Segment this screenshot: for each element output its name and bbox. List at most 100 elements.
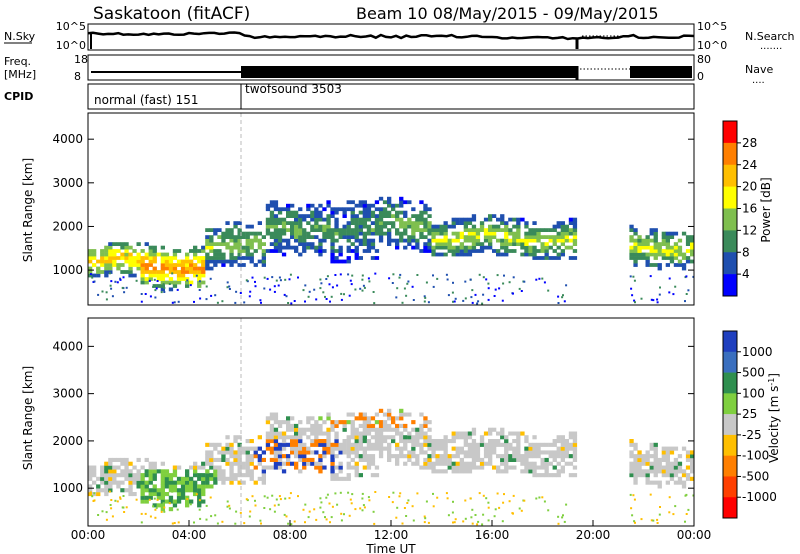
power-cell: [193, 249, 198, 253]
power-cell: [366, 224, 372, 229]
power-cell: [213, 242, 218, 246]
velocity-cell: [427, 439, 432, 444]
power-cell: [144, 242, 149, 246]
velocity-cell: [681, 480, 687, 485]
velocity-cell: [504, 446, 509, 451]
velocity-cell: [366, 431, 372, 436]
power-cell: [362, 217, 367, 222]
power-cell: [477, 300, 480, 303]
velocity-cell: [180, 484, 186, 489]
power-cell: [241, 263, 246, 267]
power-cell: [245, 252, 250, 257]
power-cell: [104, 270, 109, 274]
velocity-cell: [290, 523, 293, 526]
power-cell: [342, 210, 347, 215]
power-cell: [168, 270, 174, 274]
power-cell: [213, 249, 218, 253]
velocity-cell: [637, 473, 642, 478]
power-cell: [557, 295, 560, 298]
power-cell: [171, 301, 174, 304]
velocity-cell: [111, 515, 114, 518]
power-cell: [419, 235, 424, 239]
velocity-cell: [370, 461, 376, 466]
power-cell: [205, 238, 210, 243]
power-cell: [564, 228, 569, 232]
power-cell: [496, 249, 501, 253]
velocity-cell: [257, 446, 262, 451]
power-cell: [326, 231, 331, 236]
power-cell: [104, 256, 109, 260]
power-cell: [378, 217, 384, 222]
power-cell: [641, 256, 646, 260]
velocity-cell: [471, 522, 474, 525]
power-cell: [241, 231, 246, 236]
power-cell: [512, 249, 517, 253]
velocity-cell: [273, 454, 279, 459]
velocity-cell: [302, 461, 307, 466]
power-cell: [140, 256, 145, 260]
power-cell: [347, 273, 350, 276]
velocity-cell: [690, 476, 694, 481]
velocity-cell: [319, 506, 322, 509]
power-cell: [690, 259, 694, 264]
velocity-cell: [483, 442, 489, 447]
velocity-cell: [552, 454, 557, 459]
power-cell: [298, 221, 303, 225]
velocity-cell: [185, 495, 190, 500]
velocity-cell: [294, 446, 299, 451]
power-cell: [645, 242, 650, 246]
velocity-cell: [302, 454, 307, 459]
velocity-cell: [128, 476, 133, 481]
power-cell: [310, 235, 315, 239]
velocity-cell: [277, 465, 283, 470]
velocity-cell: [354, 431, 359, 436]
power-cell: [269, 242, 275, 246]
velocity-cell: [233, 435, 238, 440]
power-cell: [415, 217, 420, 222]
power-cell: [528, 235, 533, 239]
power-cell: [314, 249, 319, 253]
power-cell: [298, 231, 303, 236]
power-cell: [330, 207, 335, 212]
velocity-cell: [443, 435, 448, 440]
velocity-cell: [500, 435, 505, 440]
velocity-cell: [401, 522, 404, 525]
velocity-cell: [234, 522, 237, 525]
velocity-cell: [645, 457, 650, 462]
power-cell: [568, 231, 574, 236]
power-cell: [407, 280, 410, 283]
power-cell: [297, 276, 299, 279]
velocity-cell: [512, 450, 517, 455]
power-cell: [334, 207, 339, 212]
velocity-cell: [556, 473, 561, 478]
power-cell: [265, 217, 271, 222]
velocity-cell: [423, 450, 428, 455]
power-cell: [492, 249, 497, 253]
power-cell: [532, 231, 537, 236]
colorbar-tick-label: 100: [742, 386, 765, 400]
velocity-cell: [395, 446, 400, 451]
velocity-cell: [261, 465, 266, 470]
velocity-cell: [96, 492, 101, 497]
velocity-cell: [633, 480, 638, 485]
power-cell: [233, 221, 238, 225]
velocity-cell: [330, 476, 335, 481]
velocity-cell: [328, 502, 331, 505]
velocity-cell: [306, 416, 311, 421]
velocity-cell: [156, 492, 161, 497]
velocity-cell: [233, 454, 238, 459]
velocity-cell: [314, 423, 319, 428]
power-cell: [140, 277, 145, 281]
power-cell: [88, 266, 93, 271]
velocity-cell: [249, 461, 254, 466]
power-cell: [164, 256, 170, 260]
velocity-cell: [324, 516, 326, 519]
velocity-cell: [657, 465, 662, 470]
power-cell: [629, 252, 634, 257]
velocity-cell: [431, 469, 436, 474]
power-cell: [318, 217, 323, 222]
power-cell: [681, 266, 687, 271]
velocity-cell: [641, 469, 646, 474]
velocity-cell: [496, 454, 501, 459]
velocity-cell: [470, 516, 473, 519]
